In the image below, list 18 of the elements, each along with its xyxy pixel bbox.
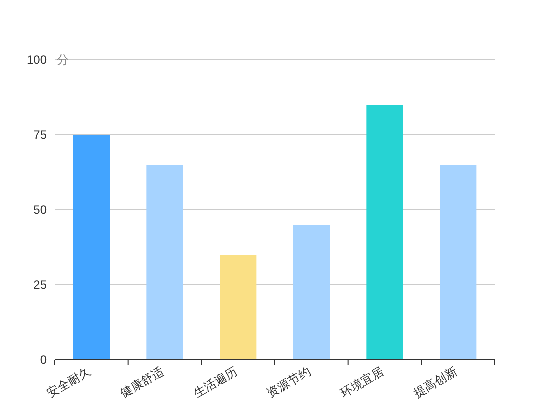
y-tick-label: 25 [34,278,48,292]
y-axis-title: 分 [57,53,69,67]
x-tick-label: 提高创新 [411,364,460,401]
bar [366,105,404,360]
bar [220,255,257,360]
bar [293,225,330,360]
bar [73,135,110,360]
x-tick-label: 安全耐久 [44,364,94,401]
y-tick-label: 50 [34,203,48,217]
x-tick-label: 环境宜居 [338,364,386,401]
x-tick-label: 生活遍历 [191,364,240,401]
y-tick-label: 100 [26,53,48,67]
y-tick-label: 0 [40,353,48,367]
y-tick-label: 75 [34,128,48,142]
bar [146,165,184,360]
bar [440,165,477,360]
x-tick-label: 健康舒适 [118,364,166,401]
x-tick-label: 资源节约 [264,364,314,401]
